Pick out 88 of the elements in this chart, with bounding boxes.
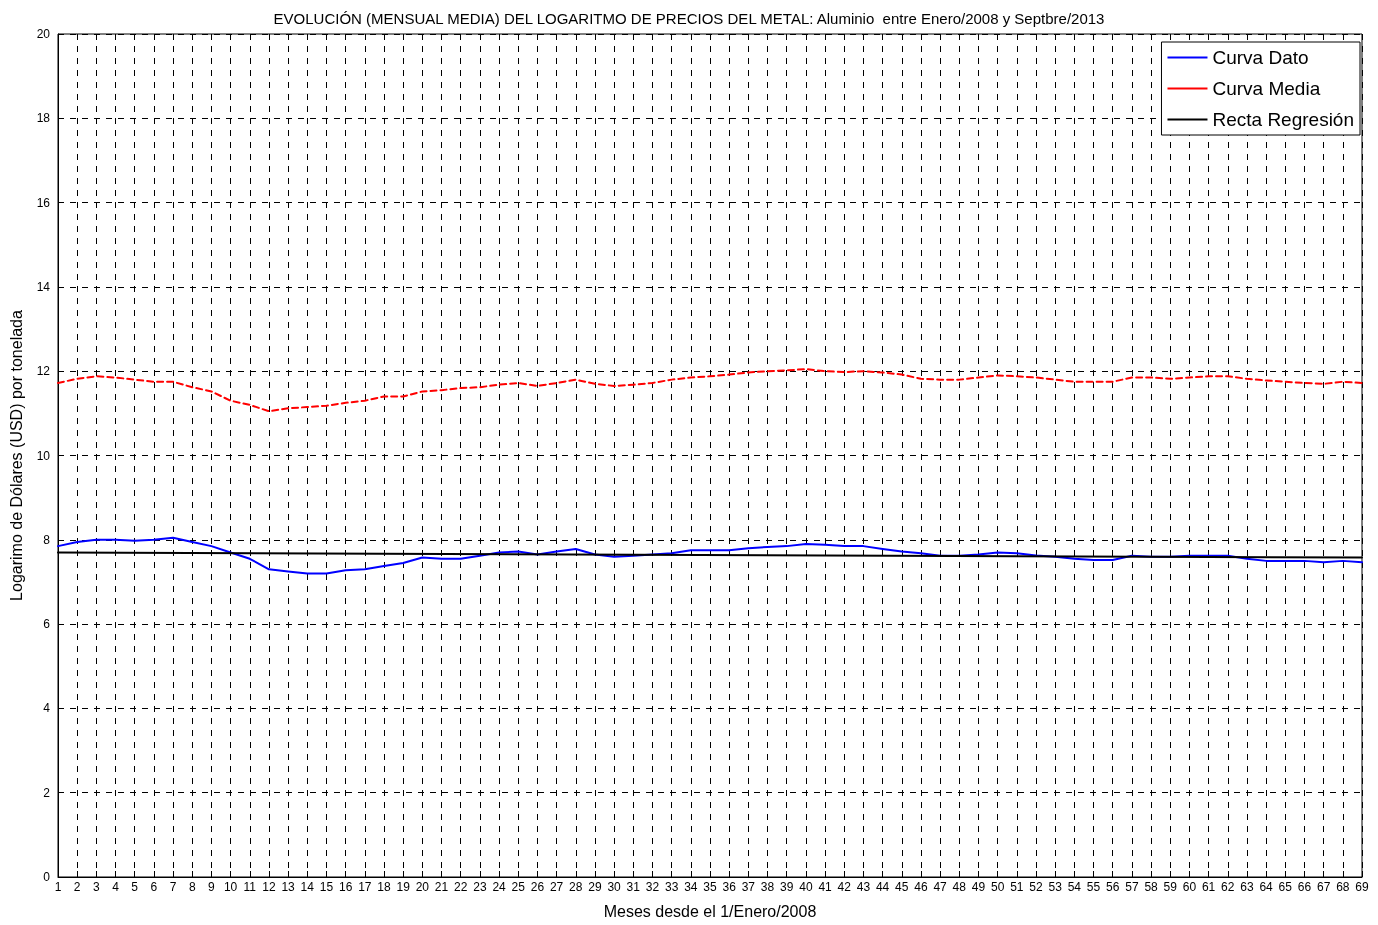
y-tick-label: 14 — [36, 279, 51, 294]
x-tick-label: 63 — [1240, 880, 1254, 894]
x-tick-label: 64 — [1259, 880, 1274, 894]
legend-label: Curva Media — [1212, 78, 1321, 99]
x-tick-label: 35 — [703, 880, 717, 894]
x-tick-label: 14 — [300, 880, 315, 894]
x-tick-label: 67 — [1316, 880, 1331, 894]
x-tick-label: 61 — [1201, 880, 1216, 894]
x-tick-label: 5 — [131, 880, 139, 894]
x-tick-label: 42 — [837, 880, 852, 894]
x-tick-label: 49 — [971, 880, 986, 894]
x-tick-label: 10 — [223, 880, 238, 894]
x-tick-label: 60 — [1182, 880, 1197, 894]
x-tick-label: 25 — [511, 880, 526, 894]
x-tick-label: 55 — [1086, 880, 1101, 894]
x-tick-label: 58 — [1144, 880, 1159, 894]
legend-label: Recta Regresión — [1212, 109, 1355, 130]
x-tick-label: 41 — [818, 880, 833, 894]
y-axis-title: Logarimo de Dólares (USD) por tonelada — [7, 309, 25, 601]
x-tick-label: 32 — [645, 880, 660, 894]
x-tick-label: 31 — [626, 880, 641, 894]
x-tick-label: 18 — [377, 880, 391, 894]
y-tick-label: 12 — [36, 364, 51, 379]
x-tick-label: 8 — [188, 880, 196, 894]
x-tick-label: 3 — [93, 880, 101, 894]
x-tick-label: 17 — [358, 880, 372, 894]
x-tick-label: 53 — [1048, 880, 1063, 894]
x-tick-label: 11 — [243, 880, 257, 894]
x-tick-label: 27 — [549, 880, 564, 894]
y-tick-label: 0 — [43, 870, 51, 884]
x-tick-label: 33 — [664, 880, 679, 894]
x-tick-label: 34 — [684, 880, 698, 894]
x-tick-label: 48 — [952, 880, 967, 894]
x-tick-label: 9 — [208, 880, 216, 894]
x-tick-label: 54 — [1067, 880, 1082, 894]
line-series — [57, 368, 1363, 413]
x-tick-label: 12 — [262, 880, 276, 894]
x-tick-label: 66 — [1297, 880, 1312, 894]
x-tick-label: 22 — [454, 880, 468, 894]
x-tick-label: 69 — [1355, 880, 1369, 894]
x-tick-label: 44 — [875, 880, 890, 894]
x-tick-label: 29 — [588, 880, 602, 894]
x-tick-label: 51 — [1010, 880, 1024, 894]
x-tick-label: 6 — [150, 880, 158, 894]
x-tick-label: 57 — [1125, 880, 1139, 894]
x-tick-label: 2 — [73, 880, 81, 894]
y-tick-label: 6 — [43, 617, 51, 632]
x-tick-label: 30 — [607, 880, 622, 894]
x-tick-label: 37 — [741, 880, 756, 894]
x-tick-label: 52 — [1029, 880, 1043, 894]
chart-title: EVOLUCIÓN (MENSUAL MEDIA) DEL LOGARITMO DE PRECIOS DEL METAL: Aluminio entre Enero/2008 y Septbre/2013 — [273, 10, 1105, 27]
y-tick-label: 4 — [43, 701, 51, 716]
y-tick-label: 18 — [36, 111, 51, 126]
x-tick-label: 39 — [780, 880, 794, 894]
x-tick-label: 36 — [722, 880, 737, 894]
x-tick-label: 26 — [530, 880, 545, 894]
x-tick-label: 40 — [799, 880, 813, 894]
x-tick-label: 1 — [54, 880, 62, 894]
x-tick-label: 16 — [338, 880, 353, 894]
x-tick-label: 47 — [933, 880, 948, 894]
x-tick-label: 23 — [473, 880, 487, 894]
x-tick-label: 56 — [1106, 880, 1120, 894]
x-tick-label: 43 — [856, 880, 871, 894]
line-series — [57, 536, 1363, 575]
x-tick-label: 28 — [569, 880, 583, 894]
x-tick-label: 62 — [1221, 880, 1235, 894]
y-tick-label: 8 — [43, 532, 51, 547]
x-tick-label: 19 — [396, 880, 411, 894]
y-tick-label: 16 — [36, 195, 51, 210]
x-axis-title: Meses desde el 1/Enero/2008 — [603, 902, 817, 920]
x-tick-label: 46 — [914, 880, 928, 894]
x-tick-label: 20 — [415, 880, 430, 894]
x-tick-label: 4 — [112, 880, 120, 894]
y-tick-label: 2 — [43, 785, 51, 800]
x-tick-label: 68 — [1336, 880, 1350, 894]
x-tick-label: 13 — [281, 880, 296, 894]
x-tick-label: 50 — [990, 880, 1005, 894]
x-tick-label: 15 — [319, 880, 334, 894]
legend-label: Curva Dato — [1212, 47, 1309, 68]
x-tick-label: 59 — [1163, 880, 1178, 894]
x-tick-label: 7 — [169, 880, 177, 894]
x-tick-label: 38 — [760, 880, 775, 894]
x-tick-label: 45 — [895, 880, 909, 894]
x-tick-label: 65 — [1278, 880, 1293, 894]
x-tick-label: 24 — [492, 880, 507, 894]
x-tick-label: 21 — [434, 880, 449, 894]
y-tick-label: 20 — [36, 27, 51, 41]
y-tick-label: 10 — [36, 448, 51, 463]
